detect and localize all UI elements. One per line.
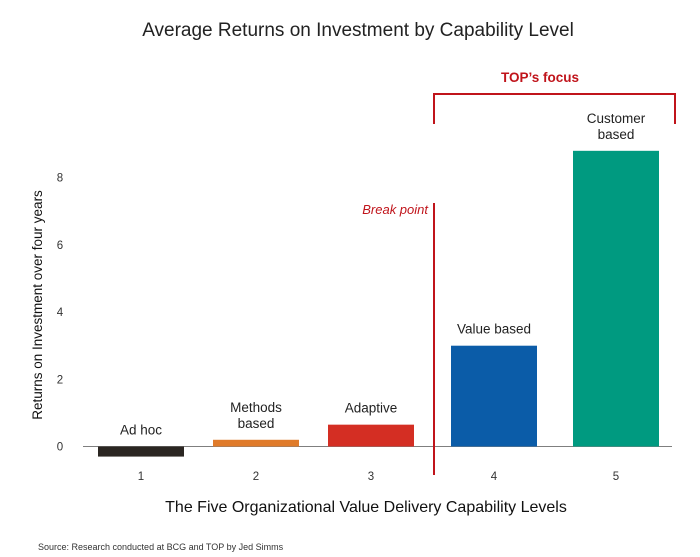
bar-5: [573, 150, 659, 447]
focus-bracket: [433, 93, 676, 124]
x-tick-label: 1: [138, 471, 144, 483]
bar-label: based: [238, 416, 275, 431]
bar-3: [328, 424, 414, 447]
bar-label: Customer: [587, 111, 646, 126]
bar-label: Adaptive: [345, 401, 398, 416]
bar-label: Ad hoc: [120, 423, 162, 438]
chart-title: Average Returns on Investment by Capabil…: [142, 20, 574, 41]
y-tick-label: 8: [57, 173, 63, 185]
x-tick-label: 4: [491, 471, 498, 483]
x-tick-label: 5: [613, 471, 619, 483]
bar-1: [98, 446, 184, 457]
y-axis-label: Returns on Investment over four years: [30, 190, 45, 420]
x-axis-label: The Five Organizational Value Delivery C…: [165, 499, 567, 516]
source-note: Source: Research conducted at BCG and TO…: [38, 542, 284, 552]
bar-2: [213, 439, 299, 447]
bar-4: [451, 345, 537, 447]
y-tick-label: 2: [57, 374, 63, 386]
y-tick-label: 0: [57, 442, 63, 454]
y-tick-label: 6: [57, 240, 63, 252]
y-tick-label: 4: [57, 307, 64, 319]
bar-label: Methods: [230, 400, 282, 415]
x-tick-label: 3: [368, 471, 374, 483]
bar-label: based: [598, 127, 635, 142]
focus-label: TOP’s focus: [501, 70, 579, 85]
x-tick-label: 2: [253, 471, 259, 483]
bar-label: Value based: [457, 322, 531, 337]
break-point-label: Break point: [362, 202, 429, 217]
